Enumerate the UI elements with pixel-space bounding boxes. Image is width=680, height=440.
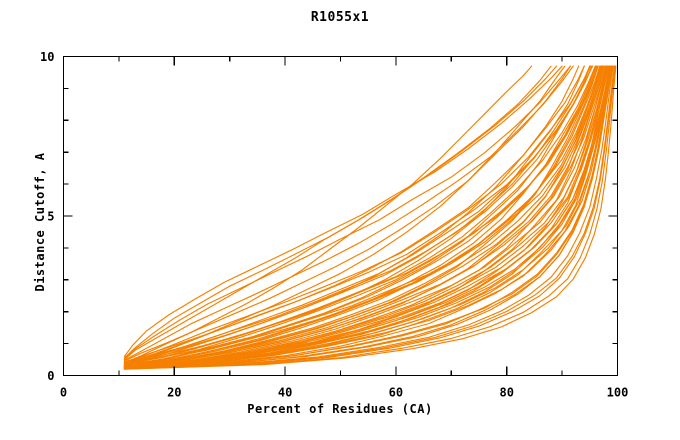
data-curve xyxy=(123,65,574,361)
y-tick-label: 0 xyxy=(47,369,54,383)
data-curve xyxy=(123,65,594,364)
data-curve xyxy=(123,65,596,367)
chart-title: R1055x1 xyxy=(310,10,370,25)
x-tick-label: 40 xyxy=(278,386,292,400)
x-tick-label: 0 xyxy=(60,386,67,400)
data-curve xyxy=(123,65,591,367)
data-curve xyxy=(123,65,617,370)
data-curve xyxy=(123,65,603,367)
data-curve xyxy=(123,65,613,369)
data-curve xyxy=(123,65,616,370)
x-axis-label: Percent of Residues (CA) xyxy=(247,402,433,416)
data-curve xyxy=(123,65,558,359)
data-curve xyxy=(123,65,571,360)
data-curve xyxy=(123,65,596,365)
x-tick-label: 60 xyxy=(389,386,403,400)
data-curve xyxy=(123,65,608,368)
data-curve xyxy=(123,65,591,364)
x-tick-label: 20 xyxy=(167,386,181,400)
x-tick-label: 80 xyxy=(499,386,513,400)
data-curve xyxy=(123,65,604,367)
data-curve xyxy=(123,65,596,366)
y-tick-label: 10 xyxy=(40,50,54,64)
data-curve xyxy=(123,65,592,364)
data-curve xyxy=(123,65,616,370)
axes xyxy=(62,55,619,377)
x-tick-label: 100 xyxy=(607,386,629,400)
data-curve xyxy=(123,65,598,366)
tick-labels: 0 20 40 60 80 100 0 5 10 xyxy=(40,50,628,400)
data-curve xyxy=(123,65,607,368)
data-curve xyxy=(123,65,615,370)
data-curve xyxy=(123,65,612,369)
data-curve xyxy=(123,65,614,370)
data-curves xyxy=(123,65,617,370)
y-tick-label: 5 xyxy=(47,210,54,224)
data-curve xyxy=(123,65,571,362)
data-curve xyxy=(123,65,611,368)
data-curve xyxy=(123,65,599,367)
data-curve xyxy=(123,65,601,367)
data-curve xyxy=(123,65,593,365)
data-curve xyxy=(123,65,612,369)
data-curve xyxy=(123,65,607,367)
data-curve xyxy=(123,65,614,370)
data-curve xyxy=(123,65,610,368)
data-curve xyxy=(123,65,563,357)
data-curve xyxy=(123,65,599,368)
data-curve xyxy=(123,65,603,367)
data-curve xyxy=(123,65,609,368)
